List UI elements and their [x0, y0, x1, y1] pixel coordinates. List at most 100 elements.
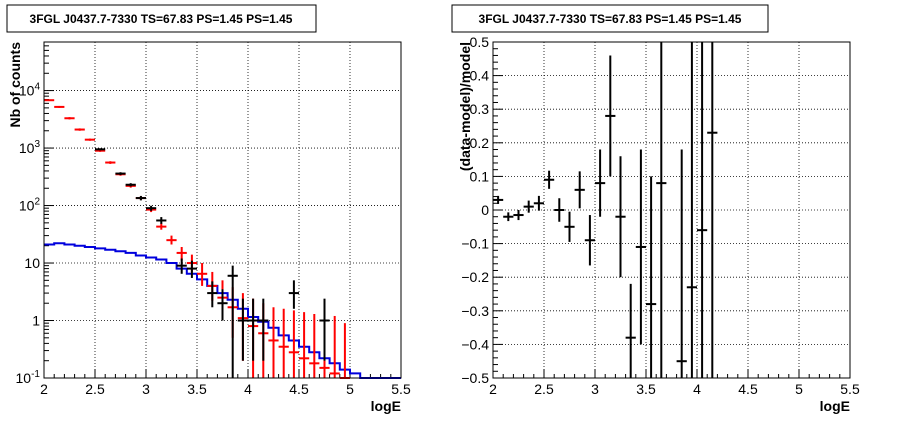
left-title-box [6, 4, 317, 33]
data-point [574, 171, 585, 209]
right-x-axis-label: logE [820, 398, 850, 414]
data-point [595, 149, 606, 217]
data-point [584, 215, 595, 266]
y-tick-label: −0.4 [461, 336, 489, 352]
left-x-axis-label: logE [371, 398, 401, 414]
x-tick-label: 2 [489, 381, 497, 397]
y-tick-label: 103 [19, 139, 41, 156]
right-y-axis-label: (data-model)/model [457, 42, 473, 171]
data-point [564, 211, 575, 242]
data-point [258, 298, 269, 361]
data-point [656, 42, 667, 378]
data-point [54, 105, 65, 108]
left-grid [44, 42, 401, 378]
data-point [299, 312, 310, 378]
data-point [533, 195, 544, 211]
right-panel: 3FGL J0437.7-7330 TS=67.83 PS=1.45 PS=1.… [451, 4, 860, 414]
right-y-tick-labels: −0.5 −0.4 −0.3 −0.2 −0.1 0 0.1 0.2 0.3 0.4 0.5 [461, 34, 489, 386]
data-point [156, 217, 167, 224]
data-point [125, 183, 136, 187]
y-tick-label: 0.5 [470, 34, 490, 50]
data-point [615, 156, 626, 278]
right-ticks [492, 41, 851, 379]
left-y-axis-label: Nb of counts [7, 42, 23, 128]
data-point [186, 260, 197, 278]
y-tick-label: −0.3 [461, 303, 489, 319]
y-tick-label: −0.1 [461, 236, 489, 252]
y-tick-label: −0.2 [461, 269, 489, 285]
data-point [146, 205, 157, 211]
data-point [176, 258, 187, 274]
right-x-tick-labels: 2 2.5 3 3.5 4 4.5 5 5.5 [489, 381, 860, 397]
left-ticks [43, 41, 402, 379]
data-point [44, 99, 55, 102]
left-series [44, 99, 350, 379]
data-point [95, 148, 106, 151]
data-point [625, 283, 636, 378]
left-x-tick-labels: 2 2.5 3 3.5 4 4.5 5 5.5 [40, 381, 411, 397]
data-point [707, 42, 718, 378]
data-point [217, 289, 228, 321]
y-tick-label: 0.2 [470, 135, 490, 151]
x-tick-label: 4 [693, 381, 701, 397]
data-point [248, 298, 259, 361]
data-point [544, 170, 555, 189]
x-tick-label: 4.5 [738, 381, 758, 397]
y-tick-label: −0.5 [461, 370, 489, 386]
x-tick-label: 5.5 [840, 381, 860, 397]
left-panel: 3FGL J0437.7-7330 TS=67.83 PS=1.45 PS=1.… [6, 4, 411, 414]
y-tick-label: 0.4 [470, 68, 490, 84]
x-tick-label: 3.5 [187, 381, 207, 397]
data-point [227, 265, 238, 378]
x-tick-label: 2.5 [534, 381, 554, 397]
data-point [176, 247, 187, 261]
data-point [319, 298, 330, 361]
left-title: 3FGL J0437.7-7330 TS=67.83 PS=1.45 PS=1.… [30, 12, 293, 26]
data-point [686, 42, 697, 378]
right-title-box [451, 4, 769, 33]
x-tick-label: 4.5 [289, 381, 309, 397]
data-point [105, 161, 116, 164]
data-point [635, 149, 646, 345]
right-title: 3FGL J0437.7-7330 TS=67.83 PS=1.45 PS=1.… [479, 12, 742, 26]
data-point [278, 308, 289, 378]
data-point [84, 138, 95, 141]
right-frame [492, 41, 851, 379]
x-tick-label: 5 [346, 381, 354, 397]
data-point [166, 235, 177, 245]
data-point [676, 149, 687, 378]
y-tick-label: 10-1 [16, 369, 41, 386]
y-tick-label: 10 [24, 255, 40, 271]
y-tick-label: 1 [32, 313, 40, 329]
data-point [135, 195, 146, 201]
data-point [523, 200, 534, 213]
data-point [513, 210, 524, 221]
y-tick-label: 0 [481, 202, 489, 218]
x-tick-label: 3 [142, 381, 150, 397]
data-point [156, 223, 167, 230]
data-point [554, 198, 565, 222]
data-point [697, 42, 708, 378]
data-point [74, 128, 85, 131]
right-series [493, 42, 718, 378]
y-tick-label: 102 [19, 197, 41, 214]
data-point [605, 55, 616, 177]
y-tick-label: 0.3 [470, 101, 490, 117]
data-point [288, 280, 299, 309]
x-tick-label: 2.5 [85, 381, 105, 397]
data-point [329, 315, 340, 378]
x-tick-label: 4 [244, 381, 252, 397]
x-tick-label: 5 [795, 381, 803, 397]
x-tick-label: 3 [591, 381, 599, 397]
left-y-tick-labels: 10-1 1 10 102 103 104 [16, 82, 41, 386]
data-point [64, 117, 75, 120]
x-tick-label: 5.5 [391, 381, 411, 397]
data-point [309, 313, 320, 378]
x-tick-label: 3.5 [636, 381, 656, 397]
data-point [288, 310, 299, 378]
data-point [646, 176, 657, 378]
y-tick-label: 0.1 [470, 168, 490, 184]
right-grid [493, 42, 850, 378]
data-point [207, 281, 218, 308]
